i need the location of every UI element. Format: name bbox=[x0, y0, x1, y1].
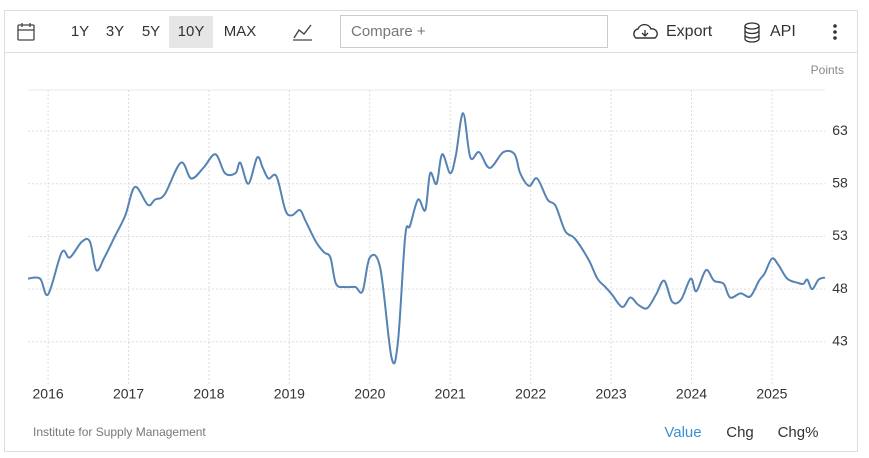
x-tick-label: 2020 bbox=[354, 386, 385, 402]
x-tick-label: 2024 bbox=[676, 386, 707, 402]
more-menu[interactable] bbox=[833, 24, 837, 40]
view-tab[interactable]: Value bbox=[664, 424, 701, 441]
view-tab[interactable]: Chg% bbox=[778, 424, 819, 441]
y-tick-label: 53 bbox=[832, 227, 848, 243]
api-icon[interactable] bbox=[744, 22, 760, 43]
calendar-icon[interactable] bbox=[17, 23, 35, 41]
x-tick-label: 2023 bbox=[595, 386, 626, 402]
export-arrow bbox=[641, 30, 649, 37]
y-tick-label: 63 bbox=[832, 122, 848, 138]
y-tick-label: 48 bbox=[832, 280, 848, 296]
x-tick-label: 2022 bbox=[515, 386, 546, 402]
compare-input[interactable] bbox=[340, 15, 608, 48]
range-button[interactable]: 1Y bbox=[71, 23, 89, 40]
export-button[interactable]: Export bbox=[666, 23, 713, 40]
x-tick-label: 2025 bbox=[756, 386, 787, 402]
chart-type-icon[interactable] bbox=[293, 24, 312, 39]
range-button[interactable]: MAX bbox=[224, 23, 257, 40]
active-range-bg bbox=[169, 16, 213, 48]
data-line bbox=[27, 112, 826, 365]
x-tick-label: 2018 bbox=[193, 386, 224, 402]
range-button[interactable]: 10Y bbox=[178, 23, 205, 40]
range-button[interactable]: 3Y bbox=[106, 23, 124, 40]
export-icon[interactable] bbox=[633, 23, 658, 39]
source: Institute for Supply Management bbox=[33, 425, 206, 439]
x-tick-label: 2017 bbox=[113, 386, 144, 402]
y-axis-unit: Points bbox=[811, 63, 844, 77]
x-tick-label: 2021 bbox=[435, 386, 466, 402]
compare-placeholder: Compare + bbox=[351, 23, 426, 40]
view-tab[interactable]: Chg bbox=[726, 424, 754, 441]
range-button[interactable]: 5Y bbox=[142, 23, 160, 40]
api-button[interactable]: API bbox=[770, 23, 796, 40]
widget-frame bbox=[4, 10, 858, 452]
x-tick-label: 2016 bbox=[33, 386, 64, 402]
y-tick-label: 58 bbox=[832, 174, 848, 190]
y-tick-label: 43 bbox=[832, 333, 848, 349]
x-tick-label: 2019 bbox=[274, 386, 305, 402]
